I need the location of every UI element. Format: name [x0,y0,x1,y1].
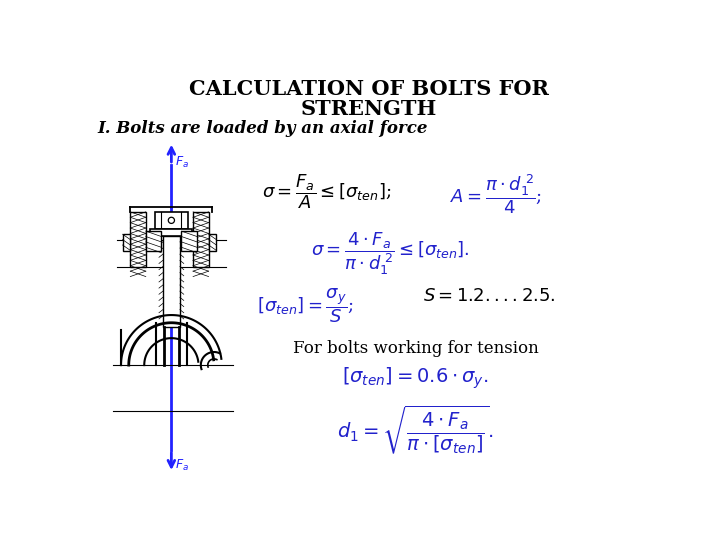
Text: $d_1 = \sqrt{\dfrac{4 \cdot F_a}{\pi \cdot [\sigma_{ten}]}}.$: $d_1 = \sqrt{\dfrac{4 \cdot F_a}{\pi \cd… [337,403,494,456]
Bar [130,212,145,267]
Bar [145,231,161,251]
Bar [155,212,188,229]
Bar [163,236,180,327]
Text: $A = \dfrac{\pi \cdot d_1^{\;2}}{4}$;: $A = \dfrac{\pi \cdot d_1^{\;2}}{4}$; [451,173,543,217]
Bar [181,231,197,251]
Bar [122,234,130,251]
Text: $[\sigma_{ten}] = \dfrac{\sigma_y}{S}$;: $[\sigma_{ten}] = \dfrac{\sigma_y}{S}$; [256,287,354,325]
Text: $F_a$: $F_a$ [175,457,189,472]
Text: $\sigma = \dfrac{4 \cdot F_a}{\pi \cdot d_1^{\;2}} \leq [\sigma_{ten}].$: $\sigma = \dfrac{4 \cdot F_a}{\pi \cdot … [311,231,469,277]
Text: For bolts working for tension: For bolts working for tension [292,340,539,357]
Text: $S = 1.2....2.5.$: $S = 1.2....2.5.$ [423,287,556,305]
Text: STRENGTH: STRENGTH [301,99,437,119]
Text: I. Bolts are loaded by an axial force: I. Bolts are loaded by an axial force [98,120,428,137]
Bar [150,229,192,236]
Bar [193,212,209,267]
Text: $F_a$: $F_a$ [175,155,189,170]
Text: CALCULATION OF BOLTS FOR: CALCULATION OF BOLTS FOR [189,79,549,99]
Bar [209,234,216,251]
Text: $\sigma = \dfrac{F_a}{A} \leq [\sigma_{ten}]$;: $\sigma = \dfrac{F_a}{A} \leq [\sigma_{t… [262,173,392,211]
Text: $[\sigma_{ten}] = 0.6 \cdot \sigma_y.$: $[\sigma_{ten}] = 0.6 \cdot \sigma_y.$ [342,365,489,390]
